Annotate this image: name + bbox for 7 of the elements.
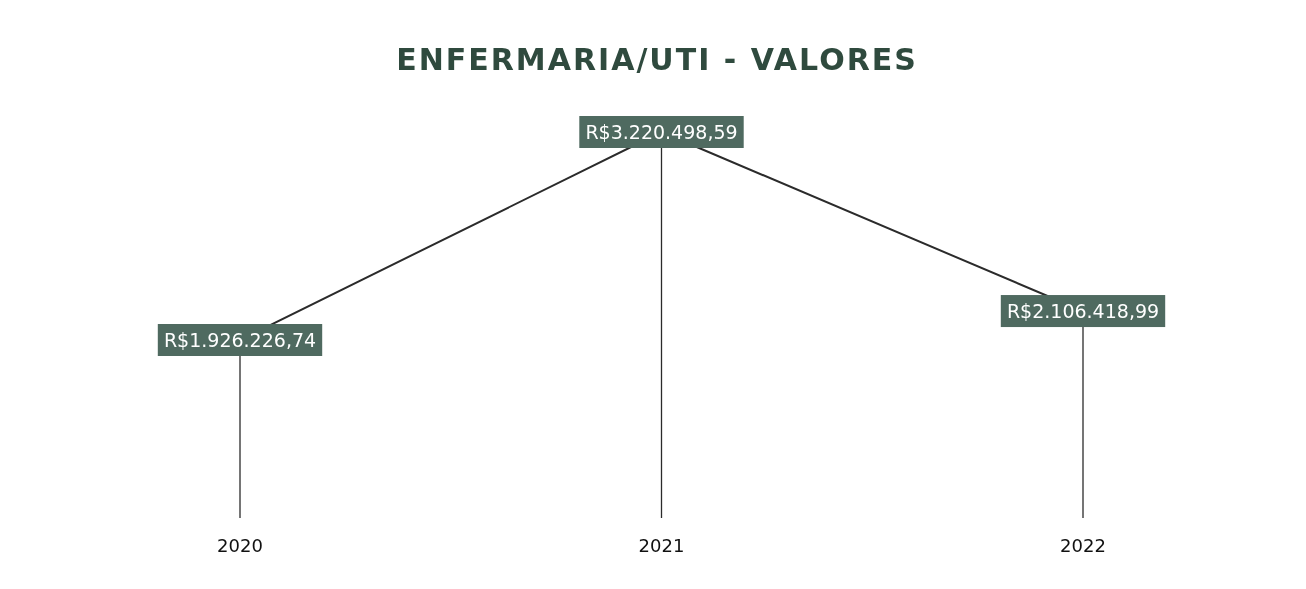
- x-tick-label: 2022: [1060, 535, 1106, 556]
- data-label: R$3.220.498,59: [585, 121, 738, 143]
- data-label: R$1.926.226,74: [163, 329, 317, 351]
- x-tick-label: 2020: [217, 535, 263, 556]
- data-label: R$2.106.418,99: [1006, 300, 1160, 323]
- chart-title: ENFERMARIA/UTI - VALORES: [396, 42, 918, 77]
- x-tick-label: 2021: [638, 535, 685, 556]
